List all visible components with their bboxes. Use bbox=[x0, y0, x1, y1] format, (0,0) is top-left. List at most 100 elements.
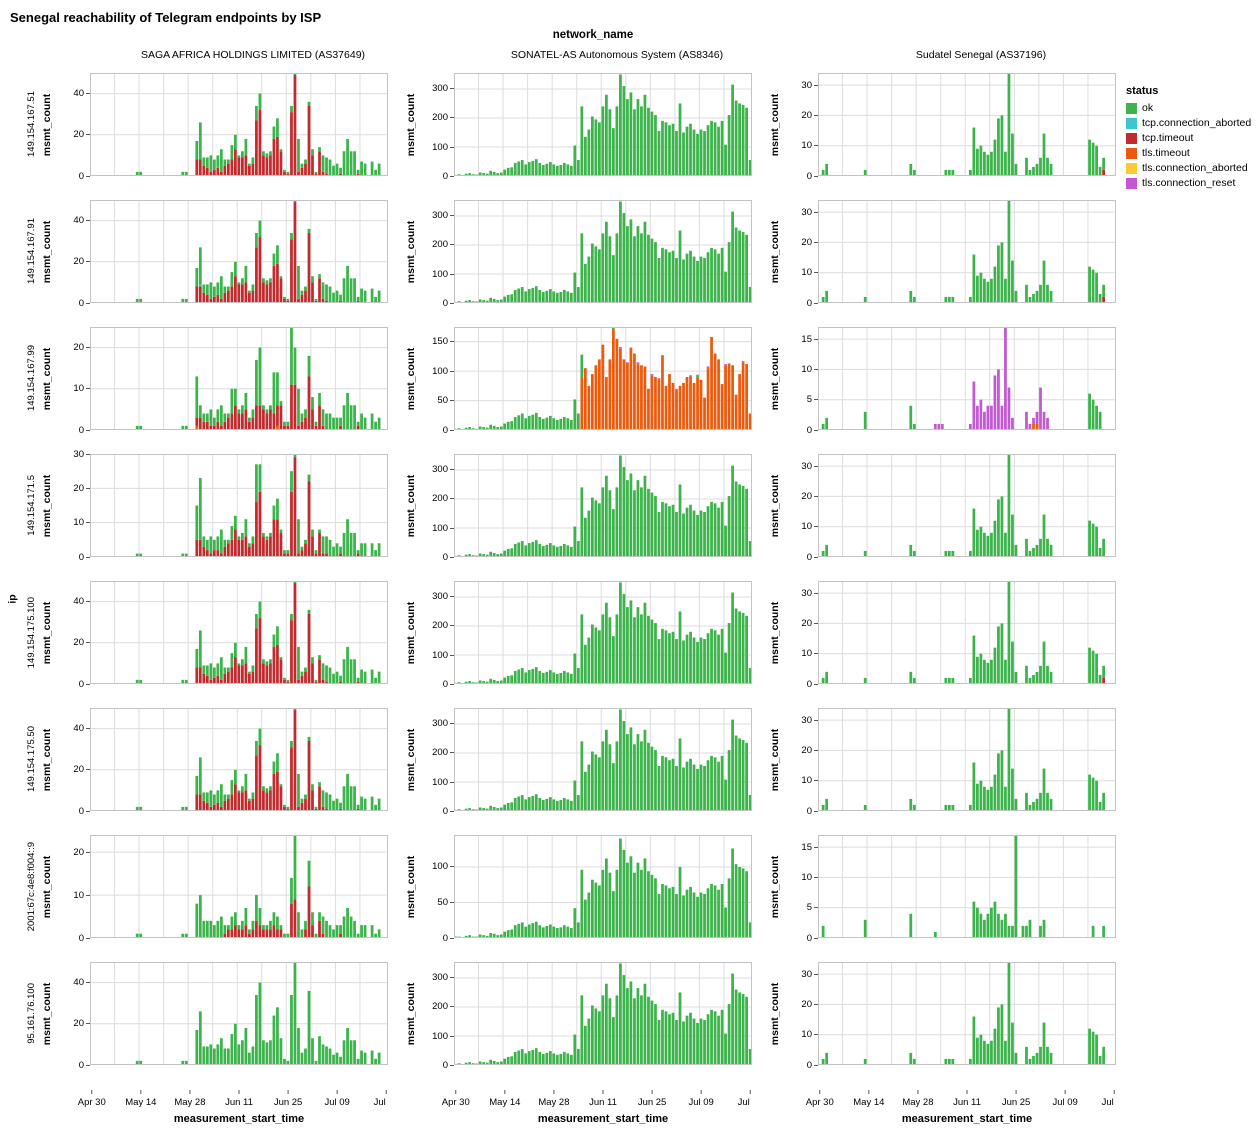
bar-chart-panel bbox=[454, 708, 752, 811]
bar-chart-panel bbox=[818, 200, 1116, 303]
y-tick-mark bbox=[814, 749, 818, 751]
y-tick-label: 20 bbox=[73, 1018, 90, 1030]
y-tick-label: 30 bbox=[801, 968, 818, 980]
y-tick-value: 0 bbox=[806, 678, 812, 690]
y-tick-value: 40 bbox=[73, 977, 84, 989]
y-axis-title: msmt_count bbox=[768, 835, 782, 938]
y-tick-value: 30 bbox=[801, 714, 812, 726]
y-tick-mark bbox=[814, 683, 818, 685]
y-tick-value: 0 bbox=[442, 932, 448, 944]
y-tick-value: 0 bbox=[442, 170, 448, 182]
y-tick-value: 30 bbox=[73, 448, 84, 460]
bar-chart-panel bbox=[818, 962, 1116, 1065]
bar-chart-panel bbox=[90, 73, 388, 176]
y-tick-label: 30 bbox=[801, 587, 818, 599]
y-tick-label: 100 bbox=[432, 268, 454, 280]
y-tick-mark bbox=[814, 907, 818, 909]
y-axis-title-text: msmt_count bbox=[405, 982, 417, 1045]
y-axis-title-text: msmt_count bbox=[405, 220, 417, 283]
y-tick-value: 0 bbox=[806, 551, 812, 563]
y-tick-mark bbox=[86, 347, 90, 349]
y-tick-value: 0 bbox=[806, 170, 812, 182]
y-tick-mark bbox=[814, 1003, 818, 1005]
y-tick-value: 200 bbox=[432, 239, 448, 251]
y-tick-label: 0 bbox=[807, 170, 818, 182]
y-tick-mark bbox=[450, 1006, 454, 1008]
facet-row: 149.154.171.5 msmt_count 0 10 20 30 msmt_count… bbox=[20, 449, 1116, 563]
y-tick-mark bbox=[814, 175, 818, 177]
y-tick-label: 20 bbox=[801, 744, 818, 756]
y-tick-value: 150 bbox=[432, 336, 448, 348]
y-tick-label: 30 bbox=[73, 448, 90, 460]
row-ip-label: 95.161.76.100 bbox=[20, 962, 42, 1065]
x-tick-label: May 14 bbox=[125, 1097, 156, 1107]
y-tick-label: 40 bbox=[73, 977, 90, 989]
row-ip-label-text: 2001:67c:4e8:f004::9 bbox=[25, 841, 37, 932]
row-ip-label-text: 95.161.76.100 bbox=[25, 983, 37, 1044]
x-tick-label: May 28 bbox=[538, 1097, 569, 1107]
y-tick-value: 20 bbox=[73, 764, 84, 776]
y-tick-value: 0 bbox=[442, 551, 448, 563]
y-axis-title-text: msmt_count bbox=[41, 474, 53, 537]
legend-label: tls.timeout bbox=[1142, 147, 1190, 159]
facet-panel: msmt_count 0 10 20 30 bbox=[768, 73, 1116, 182]
y-tick-mark bbox=[450, 302, 454, 304]
x-tick-label: Apr 30 bbox=[442, 1097, 470, 1107]
y-tick-label: 0 bbox=[807, 297, 818, 309]
x-axis-row: Apr 30 May 14 May 28 Jun 11 Jun 25 Jul 09 Jul … bbox=[20, 1090, 1127, 1125]
y-axis: msmt_count 0 100 200 300 bbox=[405, 581, 454, 690]
legend-title: status bbox=[1126, 85, 1159, 97]
y-tick-mark bbox=[86, 1023, 90, 1025]
bar-chart-panel bbox=[454, 73, 752, 176]
y-tick-value: 300 bbox=[432, 591, 448, 603]
y-tick-mark bbox=[86, 601, 90, 603]
y-tick-value: 300 bbox=[432, 210, 448, 222]
facet-panel: msmt_count 0 100 200 300 bbox=[405, 708, 752, 817]
y-tick-mark bbox=[86, 683, 90, 685]
y-tick-value: 100 bbox=[432, 861, 448, 873]
y-tick-mark bbox=[450, 937, 454, 939]
y-tick-label: 100 bbox=[432, 776, 454, 788]
y-axis-title: msmt_count bbox=[768, 73, 782, 176]
legend-item: tcp.timeout bbox=[1126, 132, 1258, 144]
x-tick-label: Jun 25 bbox=[274, 1097, 303, 1107]
y-axis-title-text: msmt_count bbox=[405, 93, 417, 156]
y-axis-title-text: msmt_count bbox=[405, 728, 417, 791]
facet-panel: msmt_count 0 100 200 300 bbox=[405, 581, 752, 690]
facet-column-title: SAGA AFRICA HOLDINGS LIMITED (AS37649) bbox=[140, 49, 366, 61]
y-tick-mark bbox=[86, 1064, 90, 1066]
y-axis: msmt_count 0 100 200 300 bbox=[405, 962, 454, 1071]
y-tick-label: 300 bbox=[432, 464, 454, 476]
y-tick-label: 30 bbox=[801, 206, 818, 218]
x-tick-label: Jun 25 bbox=[638, 1097, 667, 1107]
y-axis-title: msmt_count bbox=[404, 454, 418, 557]
y-tick-value: 20 bbox=[801, 109, 812, 121]
facet-panel: msmt_count 0 10 20 30 bbox=[769, 962, 1116, 1071]
facet-row: 95.161.76.100 msmt_count 0 20 40 msmt_count 0 1… bbox=[20, 962, 1116, 1071]
y-tick-label: 200 bbox=[432, 112, 454, 124]
y-tick-value: 10 bbox=[801, 267, 812, 279]
y-tick-label: 200 bbox=[432, 239, 454, 251]
facet-column-title: SONATEL-AS Autonomous System (AS8346) bbox=[510, 49, 724, 61]
y-tick-value: 50 bbox=[437, 395, 448, 407]
y-tick-label: 100 bbox=[432, 141, 454, 153]
y-tick-mark bbox=[814, 241, 818, 243]
y-tick-label: 10 bbox=[801, 1029, 818, 1041]
y-tick-label: 0 bbox=[79, 551, 90, 563]
y-tick-value: 100 bbox=[432, 365, 448, 377]
bar-chart-panel bbox=[90, 835, 388, 938]
legend-label: tls.connection_aborted bbox=[1142, 162, 1248, 174]
bar-chart-panel bbox=[90, 962, 388, 1065]
y-axis-title-text: msmt_count bbox=[769, 347, 781, 410]
x-tick-label: Jun 11 bbox=[225, 1097, 253, 1107]
legend-swatch bbox=[1126, 102, 1137, 114]
y-tick-value: 10 bbox=[801, 871, 812, 883]
y-tick-value: 5 bbox=[806, 394, 812, 406]
y-tick-value: 300 bbox=[432, 972, 448, 984]
facet-panel: msmt_count 0 100 200 300 bbox=[405, 962, 752, 1071]
y-axis-title-text: msmt_count bbox=[41, 855, 53, 918]
row-ip-label: 2001:67c:4e8:f004::9 bbox=[20, 835, 42, 938]
bar-chart-panel bbox=[818, 581, 1116, 684]
y-tick-mark bbox=[450, 273, 454, 275]
